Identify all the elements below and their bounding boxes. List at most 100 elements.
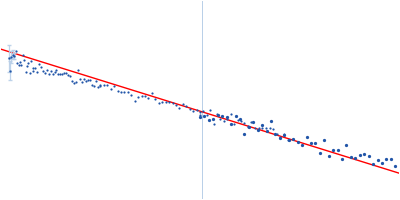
Point — [228, 113, 234, 116]
Point — [190, 110, 196, 113]
Point — [219, 114, 225, 117]
Point — [69, 79, 76, 82]
Point — [108, 88, 114, 91]
Point — [197, 116, 203, 119]
Point — [51, 70, 58, 73]
Point — [169, 102, 176, 105]
Point — [35, 62, 42, 66]
Point — [303, 135, 310, 138]
Point — [73, 80, 80, 83]
Point — [234, 119, 241, 122]
Point — [176, 106, 182, 110]
Point — [254, 128, 261, 131]
Point — [321, 139, 328, 142]
Point — [18, 64, 24, 67]
Point — [128, 94, 134, 97]
Point — [162, 101, 169, 104]
Point — [383, 158, 390, 161]
Point — [268, 119, 274, 122]
Point — [114, 90, 121, 93]
Point — [224, 117, 230, 120]
Point — [286, 138, 292, 141]
Point — [361, 152, 368, 155]
Point — [200, 110, 207, 113]
Point — [246, 125, 252, 129]
Point — [125, 91, 131, 94]
Point — [207, 109, 214, 112]
Point — [132, 100, 138, 103]
Point — [334, 148, 341, 152]
Point — [97, 83, 104, 86]
Point — [256, 126, 262, 129]
Point — [21, 58, 27, 61]
Point — [37, 65, 44, 68]
Point — [121, 91, 128, 94]
Point — [259, 127, 266, 130]
Point — [24, 64, 30, 67]
Point — [25, 62, 32, 65]
Point — [145, 97, 152, 100]
Point — [197, 111, 203, 114]
Point — [156, 101, 162, 105]
Point — [149, 92, 155, 95]
Point — [17, 61, 23, 64]
Point — [7, 69, 13, 72]
Point — [357, 154, 363, 157]
Point — [312, 141, 319, 145]
Point — [245, 124, 251, 128]
Point — [241, 132, 248, 136]
Point — [392, 164, 398, 167]
Point — [14, 61, 20, 65]
Point — [85, 79, 92, 82]
Point — [183, 104, 190, 108]
Point — [250, 121, 256, 124]
Point — [59, 72, 66, 76]
Point — [65, 73, 72, 76]
Point — [61, 71, 68, 74]
Point — [277, 135, 284, 139]
Point — [266, 126, 273, 129]
Point — [281, 134, 288, 137]
Point — [22, 70, 29, 74]
Point — [348, 155, 354, 158]
Point — [294, 140, 301, 144]
Point — [6, 57, 12, 60]
Point — [79, 80, 86, 84]
Point — [299, 144, 305, 147]
Point — [135, 96, 141, 99]
Point — [379, 161, 385, 164]
Point — [77, 78, 84, 81]
Point — [272, 132, 279, 135]
Point — [63, 72, 70, 75]
Point — [55, 72, 62, 76]
Point — [12, 50, 19, 53]
Point — [231, 123, 237, 126]
Point — [343, 144, 350, 147]
Point — [317, 151, 323, 154]
Point — [83, 79, 90, 83]
Point — [28, 59, 34, 62]
Point — [75, 69, 82, 72]
Point — [29, 69, 36, 73]
Point — [214, 113, 220, 116]
Point — [180, 103, 186, 106]
Point — [281, 133, 287, 136]
Point — [15, 63, 22, 66]
Point — [259, 123, 265, 126]
Point — [370, 162, 376, 165]
Point — [270, 127, 276, 130]
Point — [8, 56, 15, 59]
Point — [248, 120, 255, 123]
Point — [374, 159, 381, 162]
Point — [10, 53, 16, 56]
Point — [237, 118, 243, 121]
Point — [217, 118, 224, 121]
Point — [245, 125, 251, 129]
Point — [193, 108, 200, 111]
Point — [308, 141, 314, 144]
Point — [252, 126, 258, 129]
Point — [67, 74, 74, 77]
Point — [97, 85, 104, 88]
Point — [6, 57, 12, 60]
Point — [166, 101, 172, 104]
